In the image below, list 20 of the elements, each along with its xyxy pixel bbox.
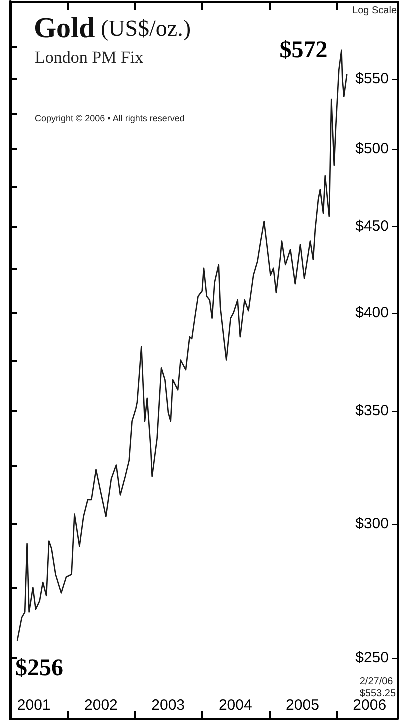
y-tick-label: $500 (356, 140, 389, 158)
y-tick-label: $300 (356, 516, 389, 533)
x-tick-label: 2005 (286, 697, 320, 714)
y-tick-label: $550 (356, 70, 389, 88)
x-tick-label: 2004 (218, 697, 252, 714)
y-tick-label: $450 (356, 218, 389, 235)
annotation: $572 (280, 37, 328, 64)
chart-title: Gold (US$/oz.) (34, 12, 192, 44)
y-tick-label: $250 (356, 649, 389, 666)
annotation: Log Scale (352, 6, 398, 16)
y-tick-label: $400 (356, 304, 389, 322)
annotation: $256 (16, 655, 64, 682)
x-tick-label: 2003 (152, 697, 186, 714)
x-tick-label: 2006 (353, 697, 387, 714)
y-tick-label: $350 (356, 402, 389, 420)
x-tick-label: 2002 (84, 697, 118, 714)
annotation: Copyright © 2006 • All rights reserved (35, 114, 185, 124)
x-tick-label: 2001 (17, 697, 51, 714)
text: London PM Fix (35, 48, 144, 67)
annotation: 2/27/06 $553.25 (360, 676, 396, 700)
